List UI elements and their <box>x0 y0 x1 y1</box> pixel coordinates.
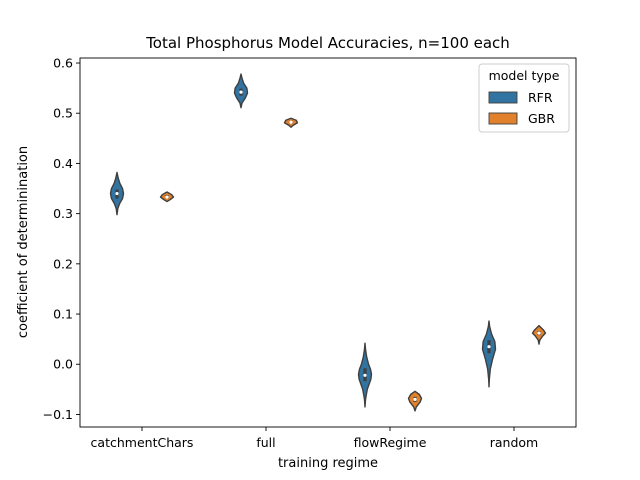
y-tick-label: 0.2 <box>53 256 73 271</box>
x-axis-label: training regime <box>278 456 378 471</box>
x-axis: catchmentChars full flowRegime random <box>91 427 538 450</box>
y-axis-label: coefficient of determinination <box>16 146 31 338</box>
y-axis: −0.1 0.0 0.1 0.2 0.3 0.4 0.5 0.6 <box>43 56 80 422</box>
violin-median-marker <box>115 191 119 196</box>
y-tick-label: 0.3 <box>53 206 73 221</box>
violin-median-marker <box>165 195 169 199</box>
violin-gbr-random <box>531 324 547 345</box>
y-tick-label: 0.5 <box>53 106 73 121</box>
violin-rfr-random <box>481 320 497 388</box>
legend-items: RFR GBR <box>488 90 555 126</box>
violins <box>109 73 547 412</box>
violin-median-marker <box>537 331 541 335</box>
x-tick-label: full <box>256 435 275 450</box>
violin-median-marker <box>363 373 367 377</box>
legend-swatch-gbr <box>488 112 518 125</box>
violin-median-marker <box>487 345 491 349</box>
violin-rfr-flowRegime <box>357 342 373 408</box>
violin-gbr-flowRegime <box>407 390 423 412</box>
x-tick-label: catchmentChars <box>91 435 194 450</box>
y-tick-label: 0.0 <box>53 357 73 372</box>
violin-gbr-full <box>283 117 299 128</box>
plot-frame <box>79 57 577 428</box>
y-tick-label: 0.4 <box>53 156 73 171</box>
legend: model type RFR GBR <box>478 63 570 133</box>
x-tick-label: random <box>490 435 538 450</box>
violin-median-marker <box>239 90 243 94</box>
legend-label-gbr: GBR <box>528 111 555 126</box>
violin-median-marker <box>413 397 417 401</box>
y-tick-label: 0.6 <box>53 56 73 71</box>
x-tick-label: flowRegime <box>354 435 427 450</box>
violin-body <box>481 320 497 388</box>
violin-rfr-catchmentChars <box>109 171 125 216</box>
violin-median-marker <box>289 120 293 124</box>
violin-rfr-full <box>233 73 249 109</box>
chart-title: Total Phosphorus Model Accuracies, n=100… <box>145 34 510 52</box>
y-tick-label: 0.1 <box>53 307 73 322</box>
legend-label-rfr: RFR <box>528 90 553 105</box>
legend-title: model type <box>489 68 560 83</box>
y-tick-label: −0.1 <box>43 407 73 422</box>
legend-swatch-rfr <box>488 91 518 104</box>
violin-gbr-catchmentChars <box>159 191 175 203</box>
